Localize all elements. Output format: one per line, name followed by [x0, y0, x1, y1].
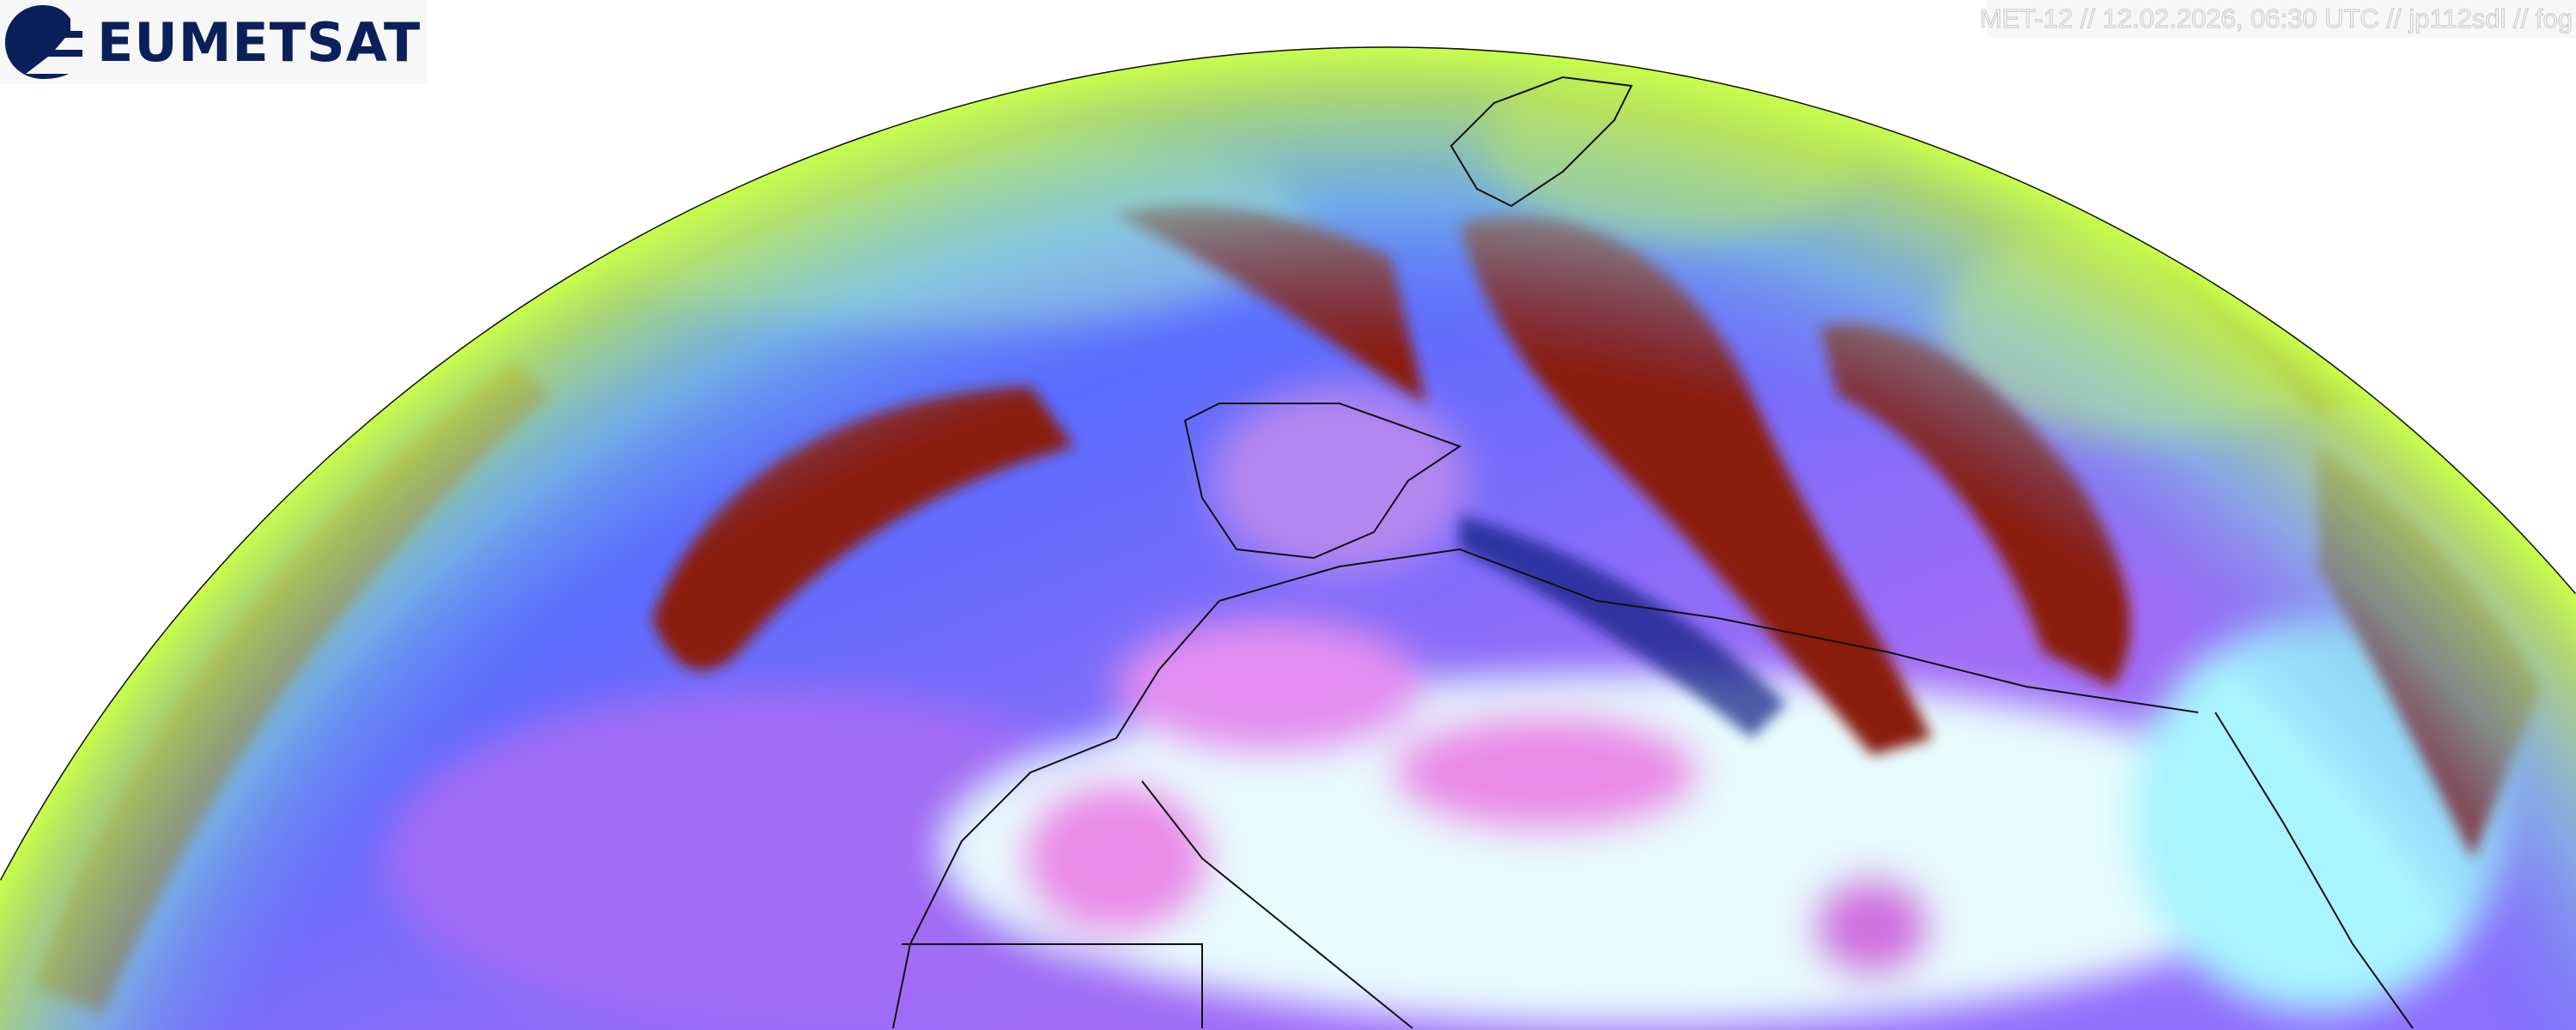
earth-limb-outline — [0, 46, 2576, 881]
coastline-iberia — [1183, 403, 1462, 560]
border-line — [1141, 780, 1413, 1029]
eumetsat-globe-icon — [5, 5, 82, 79]
caption-text: MET-12 // 12.02.2026, 06:30 UTC // jp112… — [1979, 3, 2573, 34]
eumetsat-logo: EUMETSAT — [0, 0, 427, 84]
border-line — [902, 943, 1203, 1028]
coastline-north-africa — [1218, 548, 2199, 713]
coastline-scandinavia — [1449, 76, 1633, 208]
image-caption: MET-12 // 12.02.2026, 06:30 UTC // jp112… — [1979, 0, 2576, 38]
logo-text: EUMETSAT — [97, 10, 422, 74]
coastline-red-sea — [2215, 712, 2414, 1029]
